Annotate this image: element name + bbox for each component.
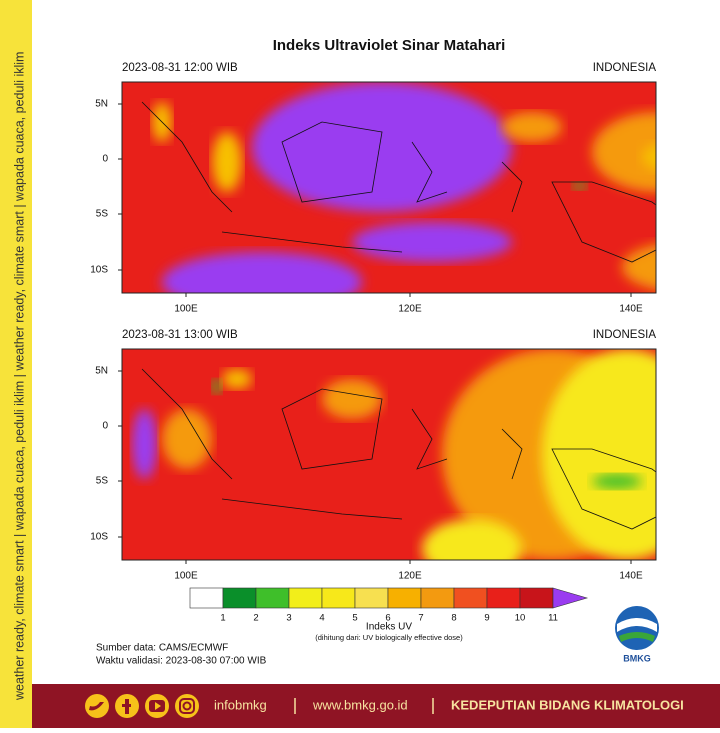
footer-handle: infobmkg [214, 697, 267, 712]
legend-label: 4 [319, 613, 324, 624]
sidebar-text: weather ready, climate smart | wapada cu… [12, 52, 26, 701]
color-box [222, 587, 257, 609]
panel-region: INDONESIA [593, 62, 657, 74]
legend-note: (dihitung dari: UV biologically effectiv… [315, 633, 463, 642]
uv-region [622, 244, 656, 290]
lon-label: 120E [398, 571, 422, 582]
color-arrow [552, 587, 589, 609]
legend-label: 11 [548, 613, 558, 624]
color-box [453, 587, 488, 609]
lat-label: 0 [102, 154, 108, 165]
uv-region [542, 349, 656, 560]
coastline [141, 368, 656, 530]
uv-region [322, 379, 382, 419]
legend-label: 7 [418, 613, 423, 624]
lon-label: 100E [174, 571, 198, 582]
legend-label: 8 [451, 613, 456, 624]
legend-label: 9 [484, 613, 489, 624]
color-box [189, 587, 224, 609]
uv-region [592, 112, 656, 192]
lon-label: 140E [619, 304, 643, 315]
validity: Waktu validasi: 2023-08-30 07:00 WIB [96, 656, 267, 667]
uv-region [352, 222, 512, 262]
map-frame [121, 348, 657, 561]
uv-region [162, 252, 362, 293]
panels: 2023-08-31 12:00 WIB INDONESIA 5N 0 5S 10S 100… [90, 62, 657, 582]
footer-department: KEDEPUTIAN BIDANG KLIMATOLOGI [451, 697, 684, 712]
map-frame [121, 81, 657, 294]
color-box [354, 587, 389, 609]
legend-label: 2 [253, 613, 258, 624]
color-box [420, 587, 455, 609]
uv-region [502, 112, 562, 142]
legend-label: 6 [385, 613, 390, 624]
title: Indeks Ultraviolet Sinar Matahari [273, 37, 506, 54]
color-box [288, 587, 323, 609]
uv-field [122, 82, 656, 293]
legend-label: 3 [286, 613, 291, 624]
uv-region [422, 519, 522, 560]
uv-region [222, 369, 252, 389]
color-box [387, 587, 422, 609]
legend-title: Indeks UV [366, 622, 412, 633]
color-box [321, 587, 356, 609]
uv-region [592, 474, 642, 489]
legend-label: 10 [515, 613, 526, 624]
lat-label: 0 [102, 421, 108, 432]
lon-label: 120E [398, 304, 422, 315]
lat-label: 5N [95, 366, 108, 377]
color-box [255, 587, 290, 609]
uv-region [132, 409, 157, 479]
sidebar [0, 0, 32, 728]
coastline [141, 101, 656, 263]
colorbar: 1 2 3 4 5 6 7 8 9 10 11 [189, 587, 589, 624]
lon-label: 100E [174, 304, 198, 315]
color-box [519, 587, 554, 609]
lat-label: 5S [96, 476, 109, 487]
lat-label: 10S [90, 532, 108, 543]
panel-time: 2023-08-31 12:00 WIB [122, 62, 238, 74]
color-box [486, 587, 521, 609]
uv-region [252, 82, 512, 212]
social-icons [85, 694, 199, 718]
uv-region [162, 409, 212, 469]
map-panel: 2023-08-31 12:00 WIB INDONESIA 5N 0 5S 10S 100… [90, 62, 657, 315]
panel-time: 2023-08-31 13:00 WIB [122, 329, 238, 341]
bmkg-logo: BMKG [615, 606, 659, 663]
source: Sumber data: CAMS/ECMWF [96, 643, 228, 654]
lon-label: 140E [619, 571, 643, 582]
lat-label: 10S [90, 265, 108, 276]
uv-region [572, 182, 587, 190]
panel-region: INDONESIA [593, 329, 657, 341]
uv-region [212, 132, 242, 192]
legend-label: 5 [352, 613, 357, 624]
legend-label: 1 [220, 613, 225, 624]
lat-label: 5S [96, 209, 109, 220]
lat-label: 5N [95, 99, 108, 110]
uv-region [212, 379, 222, 394]
uv-field [122, 349, 656, 560]
map-panel: 2023-08-31 13:00 WIB INDONESIA 5N 0 5S 10S 100… [90, 329, 657, 582]
footer-website: www.bmkg.go.id [312, 697, 408, 712]
uv-region [642, 144, 656, 170]
logo-text: BMKG [623, 653, 651, 663]
